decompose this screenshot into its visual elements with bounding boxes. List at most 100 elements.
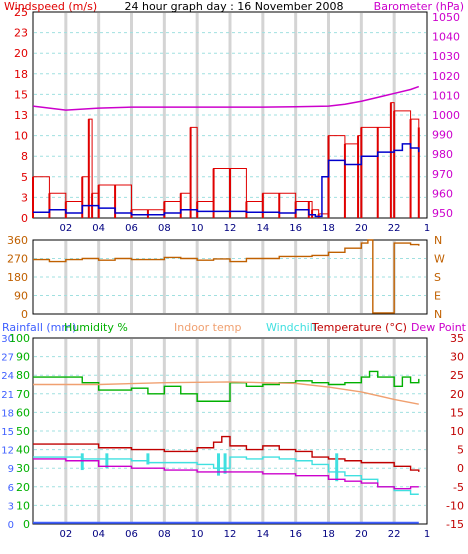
temperature-tick-label: 25 (450, 369, 464, 382)
hour-tick-label: 14 (256, 529, 269, 540)
barometer-tick-label: 950 (432, 207, 453, 220)
hour-tick-label: 1 (424, 529, 430, 540)
hour-tick-label: 10 (191, 223, 204, 234)
hour-tick-label: 22 (388, 529, 401, 540)
series-barometer (32, 85, 420, 111)
legend-dew-point: Dew Point (411, 321, 467, 334)
chart-title: 24 hour graph day : 16 November 2008 (124, 0, 343, 13)
legend-indoor-temp: Indoor temp (174, 321, 241, 334)
legend-humidity: Humidity % (64, 321, 128, 334)
hour-tick-label: 16 (289, 529, 302, 540)
wind-tick-label: 20 (14, 47, 28, 60)
barometer-tick-label: 1000 (432, 109, 460, 122)
barometer-tick-label: 1040 (432, 31, 460, 44)
barometer-tick-label: 960 (432, 187, 453, 200)
wind-tick-label: 8 (21, 150, 28, 163)
wind-tick-label: 18 (14, 68, 28, 81)
humidity-tick-label: 100 (9, 332, 30, 345)
humidity-tick-label: 40 (16, 444, 30, 457)
hour-tick-label: 1 (424, 223, 430, 234)
compass-label: S (434, 271, 441, 284)
hour-tick-label: 18 (322, 529, 335, 540)
wind-tick-label: 10 (14, 130, 28, 143)
hour-tick-label: 20 (355, 529, 368, 540)
windspeed-axis-title: Windspeed (m/s) (4, 0, 97, 13)
hour-tick-label: 12 (224, 223, 237, 234)
rainfall-tick-label: 9 (8, 464, 14, 475)
rainfall-tick-label: 3 (8, 501, 14, 512)
wind-tick-label: 25 (14, 6, 28, 19)
wind-tick-label: 0 (21, 212, 28, 225)
direction-tick-label: 270 (7, 253, 28, 266)
barometer-tick-label: 1030 (432, 50, 460, 63)
temperature-tick-label: -15 (446, 518, 464, 531)
barometer-tick-label: 1010 (432, 89, 460, 102)
barometer-tick-label: 970 (432, 168, 453, 181)
barometer-tick-label: 980 (432, 148, 453, 161)
rainfall-tick-label: 27 (1, 353, 14, 364)
compass-label: W (434, 253, 445, 266)
humidity-tick-label: 50 (16, 425, 30, 438)
compass-label: E (434, 290, 441, 303)
hour-tick-label: 08 (158, 223, 171, 234)
hour-tick-label: 06 (125, 529, 138, 540)
temperature-tick-label: 10 (450, 425, 464, 438)
wind-tick-label: 23 (14, 27, 28, 40)
humidity-tick-label: 10 (16, 499, 30, 512)
hour-tick-label: 10 (191, 529, 204, 540)
wind-tick-label: 5 (21, 171, 28, 184)
series-direction (33, 239, 420, 314)
hour-tick-label: 08 (158, 529, 171, 540)
series-indoor (33, 381, 419, 405)
humidity-tick-label: 30 (16, 462, 30, 475)
series-windchill (33, 456, 419, 495)
hour-tick-label: 18 (322, 223, 335, 234)
temperature-tick-label: 30 (450, 351, 464, 364)
wind-tick-label: 15 (14, 88, 28, 101)
temperature-tick-label: 5 (457, 444, 464, 457)
direction-tick-label: 180 (7, 271, 28, 284)
temperature-tick-label: 0 (457, 462, 464, 475)
rainfall-tick-label: 21 (1, 390, 14, 401)
series-temperature (33, 435, 420, 472)
humidity-tick-label: 70 (16, 388, 30, 401)
humidity-tick-label: 20 (16, 481, 30, 494)
humidity-tick-label: 80 (16, 369, 30, 382)
hour-tick-label: 16 (289, 223, 302, 234)
humidity-tick-label: 0 (23, 518, 30, 531)
hour-tick-label: 06 (125, 223, 138, 234)
barometer-tick-label: 990 (432, 129, 453, 142)
temperature-tick-label: -10 (446, 499, 464, 512)
hour-tick-label: 12 (224, 529, 237, 540)
hour-tick-label: 04 (92, 223, 105, 234)
hour-tick-label: 02 (59, 223, 72, 234)
hour-tick-label: 02 (59, 529, 72, 540)
humidity-tick-label: 90 (16, 351, 30, 364)
hour-tick-label: 20 (355, 223, 368, 234)
barometer-axis-title: Barometer (hPa) (374, 0, 464, 13)
rainfall-tick-label: 30 (1, 334, 14, 345)
direction-tick-label: 360 (7, 234, 28, 247)
hour-tick-label: 04 (92, 529, 105, 540)
hour-tick-label: 22 (388, 223, 401, 234)
wind-tick-label: 13 (14, 109, 28, 122)
barometer-tick-label: 1020 (432, 70, 460, 83)
temperature-tick-label: -5 (453, 481, 464, 494)
rainfall-tick-label: 0 (8, 520, 14, 531)
temperature-tick-label: 20 (450, 388, 464, 401)
rainfall-tick-label: 12 (1, 446, 14, 457)
rainfall-tick-label: 24 (1, 371, 14, 382)
direction-tick-label: 0 (21, 308, 28, 321)
rainfall-tick-label: 18 (1, 408, 14, 419)
series-average (33, 143, 420, 218)
series-gust (33, 102, 420, 215)
series-dewpoint (33, 458, 419, 490)
legend-temperature: Temperature (°C) (311, 321, 407, 334)
rainfall-tick-label: 6 (8, 483, 14, 494)
temperature-tick-label: 35 (450, 332, 464, 345)
rainfall-tick-label: 15 (1, 427, 14, 438)
wind-tick-label: 3 (21, 191, 28, 204)
compass-label: N (434, 308, 442, 321)
hour-tick-label: 14 (256, 223, 269, 234)
